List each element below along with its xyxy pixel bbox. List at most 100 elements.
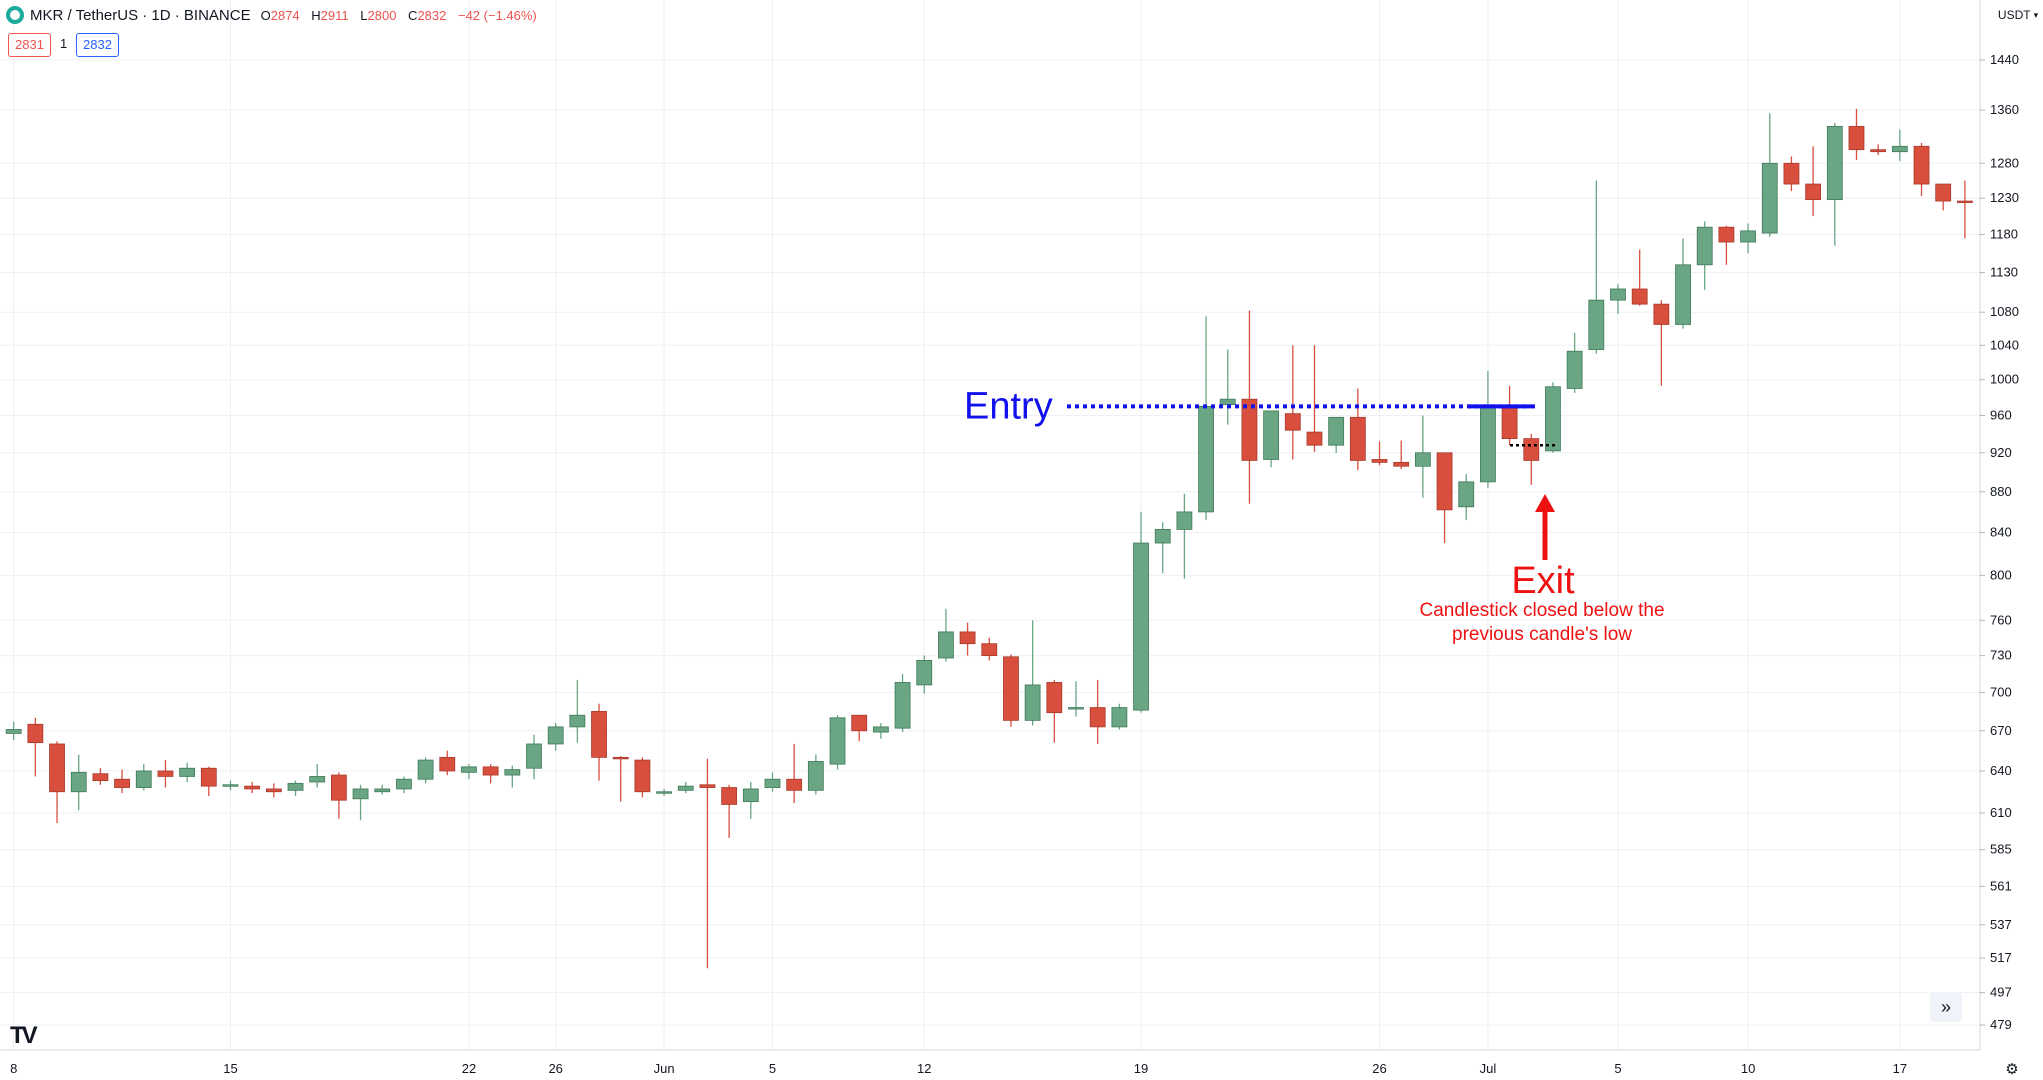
candle <box>157 760 174 788</box>
time-axis[interactable]: 8152226Jun5121926Jul510172428Aug7 <box>0 1049 2043 1076</box>
candle <box>1393 440 1410 470</box>
candle <box>1024 620 1041 726</box>
candle <box>1805 146 1822 217</box>
candle-body <box>959 631 976 645</box>
candle-body <box>287 782 304 791</box>
gear-icon[interactable]: ⚙ <box>2005 1061 2019 1078</box>
candle <box>265 783 282 798</box>
candle <box>981 637 998 661</box>
exit-arrow-head <box>1535 494 1555 512</box>
candle <box>1740 223 1756 254</box>
candle <box>352 784 369 821</box>
y-tick-label: 1180 <box>1990 227 2018 242</box>
candle <box>634 757 651 798</box>
candle <box>872 722 889 739</box>
candle-body <box>591 710 607 758</box>
candle <box>27 717 44 777</box>
x-tick-label: 17 <box>1893 1061 1907 1076</box>
candle <box>374 784 391 795</box>
candle-body <box>1935 183 1952 202</box>
candle <box>1545 382 1561 453</box>
candle-body <box>1068 707 1084 710</box>
candle-body <box>200 767 217 787</box>
candle-body <box>1631 288 1648 305</box>
candle <box>699 758 716 969</box>
candle-body <box>634 759 651 793</box>
candle <box>1089 679 1106 744</box>
candle-body <box>1891 145 1908 153</box>
candle-body <box>1870 149 1887 153</box>
candle <box>1176 493 1193 579</box>
x-tick-label: 15 <box>223 1061 237 1076</box>
buy-price-button[interactable]: 2832 <box>76 33 119 57</box>
candle-body <box>1393 461 1410 467</box>
y-tick-label: 561 <box>1990 878 2012 893</box>
x-tick-label: 19 <box>1134 1061 1148 1076</box>
candle-body <box>1414 452 1431 467</box>
candle <box>179 762 196 782</box>
candle-body <box>92 773 109 781</box>
candle-body <box>244 785 261 790</box>
symbol-header[interactable]: MKR / TetherUS · 1D · BINANCE O2874 H291… <box>6 4 545 26</box>
candle-body <box>699 784 716 788</box>
y-tick-label: 760 <box>1990 612 2012 627</box>
y-tick-label: 1440 <box>1990 52 2019 67</box>
candle <box>1891 129 1908 162</box>
candle-body <box>569 714 586 728</box>
candle-body <box>49 743 65 793</box>
candle-body <box>1913 145 1930 185</box>
currency-label: USDT <box>1997 8 2031 22</box>
candle <box>1111 703 1128 730</box>
candle-body <box>265 788 282 793</box>
candle-body <box>309 776 326 783</box>
candle <box>1696 221 1713 290</box>
candle <box>677 781 694 794</box>
candle <box>1588 180 1605 354</box>
candle-body <box>1241 398 1258 461</box>
candle-body <box>352 788 369 800</box>
candle-body <box>1718 226 1735 243</box>
candle-body <box>439 756 456 772</box>
y-tick-label: 960 <box>1990 407 2012 422</box>
price-axis[interactable]: 1440 1360 1280 1230 1180 1130 1080 1040 1000 960 9… <box>1979 0 2019 1050</box>
candle <box>938 608 954 662</box>
y-tick-label: 1000 <box>1990 372 2019 387</box>
candle <box>721 784 738 838</box>
candle-body <box>764 778 781 788</box>
candle-body <box>1133 542 1149 711</box>
candle <box>114 769 130 794</box>
candle-body <box>114 778 130 788</box>
candle <box>1826 123 1843 246</box>
candle-body <box>374 788 391 793</box>
candle-body <box>938 631 954 659</box>
double-chevron-right-icon[interactable]: » <box>1930 992 1962 1022</box>
candle <box>1371 441 1388 466</box>
candle-body <box>677 785 694 791</box>
high-value: 2911 <box>320 7 349 23</box>
candle <box>959 622 976 656</box>
candle-body <box>742 788 759 803</box>
candle-body <box>1436 452 1453 511</box>
candle <box>612 756 629 802</box>
candle <box>1761 113 1778 237</box>
y-tick-label: 479 <box>1990 1017 2012 1032</box>
y-tick-label: 640 <box>1990 763 2012 778</box>
ohlc-values: O2874 H2911 L2800 C2832 −42 (−1.46%) <box>260 7 537 23</box>
exit-label: Exit <box>1511 560 1575 602</box>
candle-body <box>1024 684 1041 721</box>
symbol-title: MKR / TetherUS · 1D · BINANCE <box>30 6 251 24</box>
sell-price-button[interactable]: 2831 <box>8 33 51 57</box>
candle-body <box>1328 416 1345 446</box>
candle <box>1631 249 1648 306</box>
currency-selector[interactable]: USDT ▾ <box>1997 4 2038 26</box>
y-tick-label: 1280 <box>1990 155 2019 170</box>
candle <box>656 788 672 796</box>
candle <box>1675 238 1691 329</box>
tradingview-logo-icon[interactable]: TV <box>10 1022 38 1049</box>
x-tick-label: 5 <box>769 1061 776 1076</box>
candle <box>1241 310 1258 504</box>
candle <box>569 679 586 743</box>
candle <box>1913 142 1930 197</box>
mkr-coin-icon <box>6 6 24 24</box>
